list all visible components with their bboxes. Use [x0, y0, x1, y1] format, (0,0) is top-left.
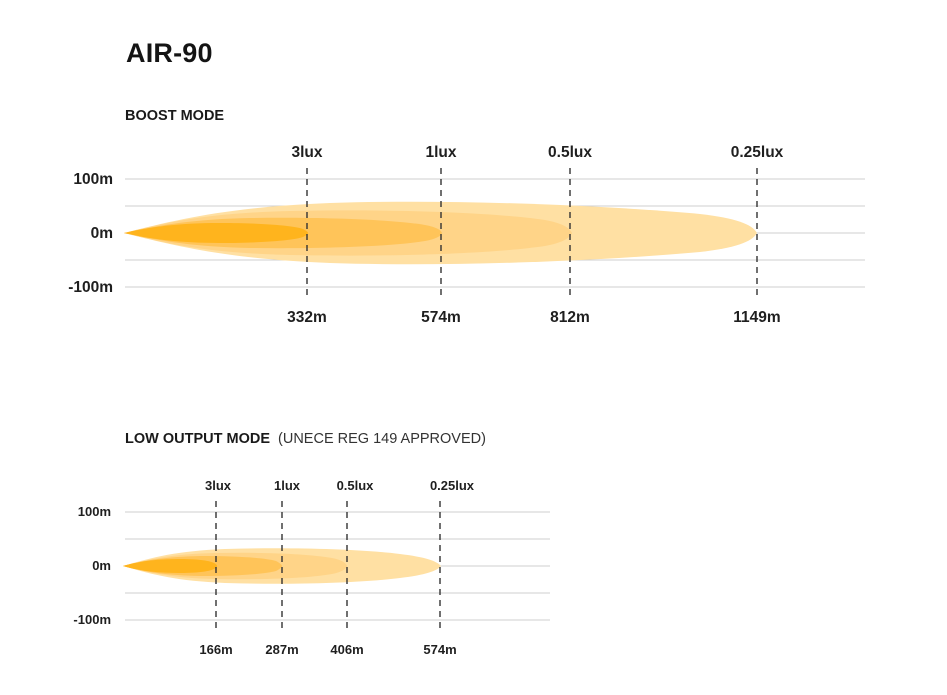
low-marker-0.5lux: 0.5lux 406m — [330, 478, 374, 657]
boost-lux-label: 1lux — [425, 144, 456, 161]
low-lux-label: 1lux — [274, 478, 301, 493]
boost-mode-heading-label: BOOST MODE — [125, 108, 224, 124]
boost-distance-label: 812m — [550, 309, 590, 326]
boost-marker-1lux: 1lux 574m — [421, 144, 461, 326]
page-title: AIR-90 — [126, 38, 213, 68]
low-lux-label: 0.25lux — [430, 478, 475, 493]
boost-distance-label: 574m — [421, 309, 461, 326]
low-markers: 3lux 166m 1lux 287m 0.5lux 406m 0.25lux … — [199, 478, 474, 657]
boost-y-label-bottom: -100m — [68, 279, 113, 296]
low-distance-label: 574m — [423, 642, 456, 657]
boost-markers: 3lux 332m 1lux 574m 0.5lux 812m 0.25lux … — [287, 144, 783, 326]
boost-marker-0.25lux: 0.25lux 1149m — [731, 144, 784, 326]
low-output-note: (UNECE REG 149 APPROVED) — [278, 431, 486, 447]
boost-distance-label: 332m — [287, 309, 327, 326]
boost-mode-heading: BOOST MODE — [125, 108, 224, 124]
low-beam-3lux — [123, 559, 217, 573]
low-marker-1lux: 1lux 287m — [265, 478, 300, 657]
low-lux-label: 3lux — [205, 478, 232, 493]
low-output-panel: LOW OUTPUT MODE (UNECE REG 149 APPROVED)… — [73, 431, 550, 657]
low-distance-label: 406m — [330, 642, 363, 657]
boost-y-label-zero: 0m — [91, 225, 113, 242]
boost-beam — [124, 201, 757, 265]
low-y-label-bottom: -100m — [73, 612, 111, 627]
boost-lux-label: 3lux — [291, 144, 322, 161]
boost-y-label-top: 100m — [73, 171, 113, 188]
boost-beam-3lux — [124, 223, 308, 243]
boost-lux-label: 0.5lux — [548, 144, 592, 161]
low-distance-label: 287m — [265, 642, 298, 657]
low-distance-label: 166m — [199, 642, 232, 657]
low-y-label-top: 100m — [78, 504, 111, 519]
low-output-heading-label: LOW OUTPUT MODE — [125, 431, 270, 447]
low-output-heading: LOW OUTPUT MODE (UNECE REG 149 APPROVED) — [125, 431, 486, 447]
low-grid — [125, 511, 550, 621]
boost-mode-panel: BOOST MODE 100m 0m -100m 3lux 332m — [68, 108, 865, 326]
boost-lux-label: 0.25lux — [731, 144, 784, 161]
low-y-label-zero: 0m — [92, 558, 111, 573]
boost-marker-3lux: 3lux 332m — [287, 144, 327, 326]
boost-distance-label: 1149m — [733, 309, 780, 326]
low-lux-label: 0.5lux — [337, 478, 375, 493]
low-beam — [123, 548, 441, 584]
low-marker-0.25lux: 0.25lux 574m — [423, 478, 474, 657]
boost-marker-0.5lux: 0.5lux 812m — [548, 144, 592, 326]
low-marker-3lux: 3lux 166m — [199, 478, 232, 657]
